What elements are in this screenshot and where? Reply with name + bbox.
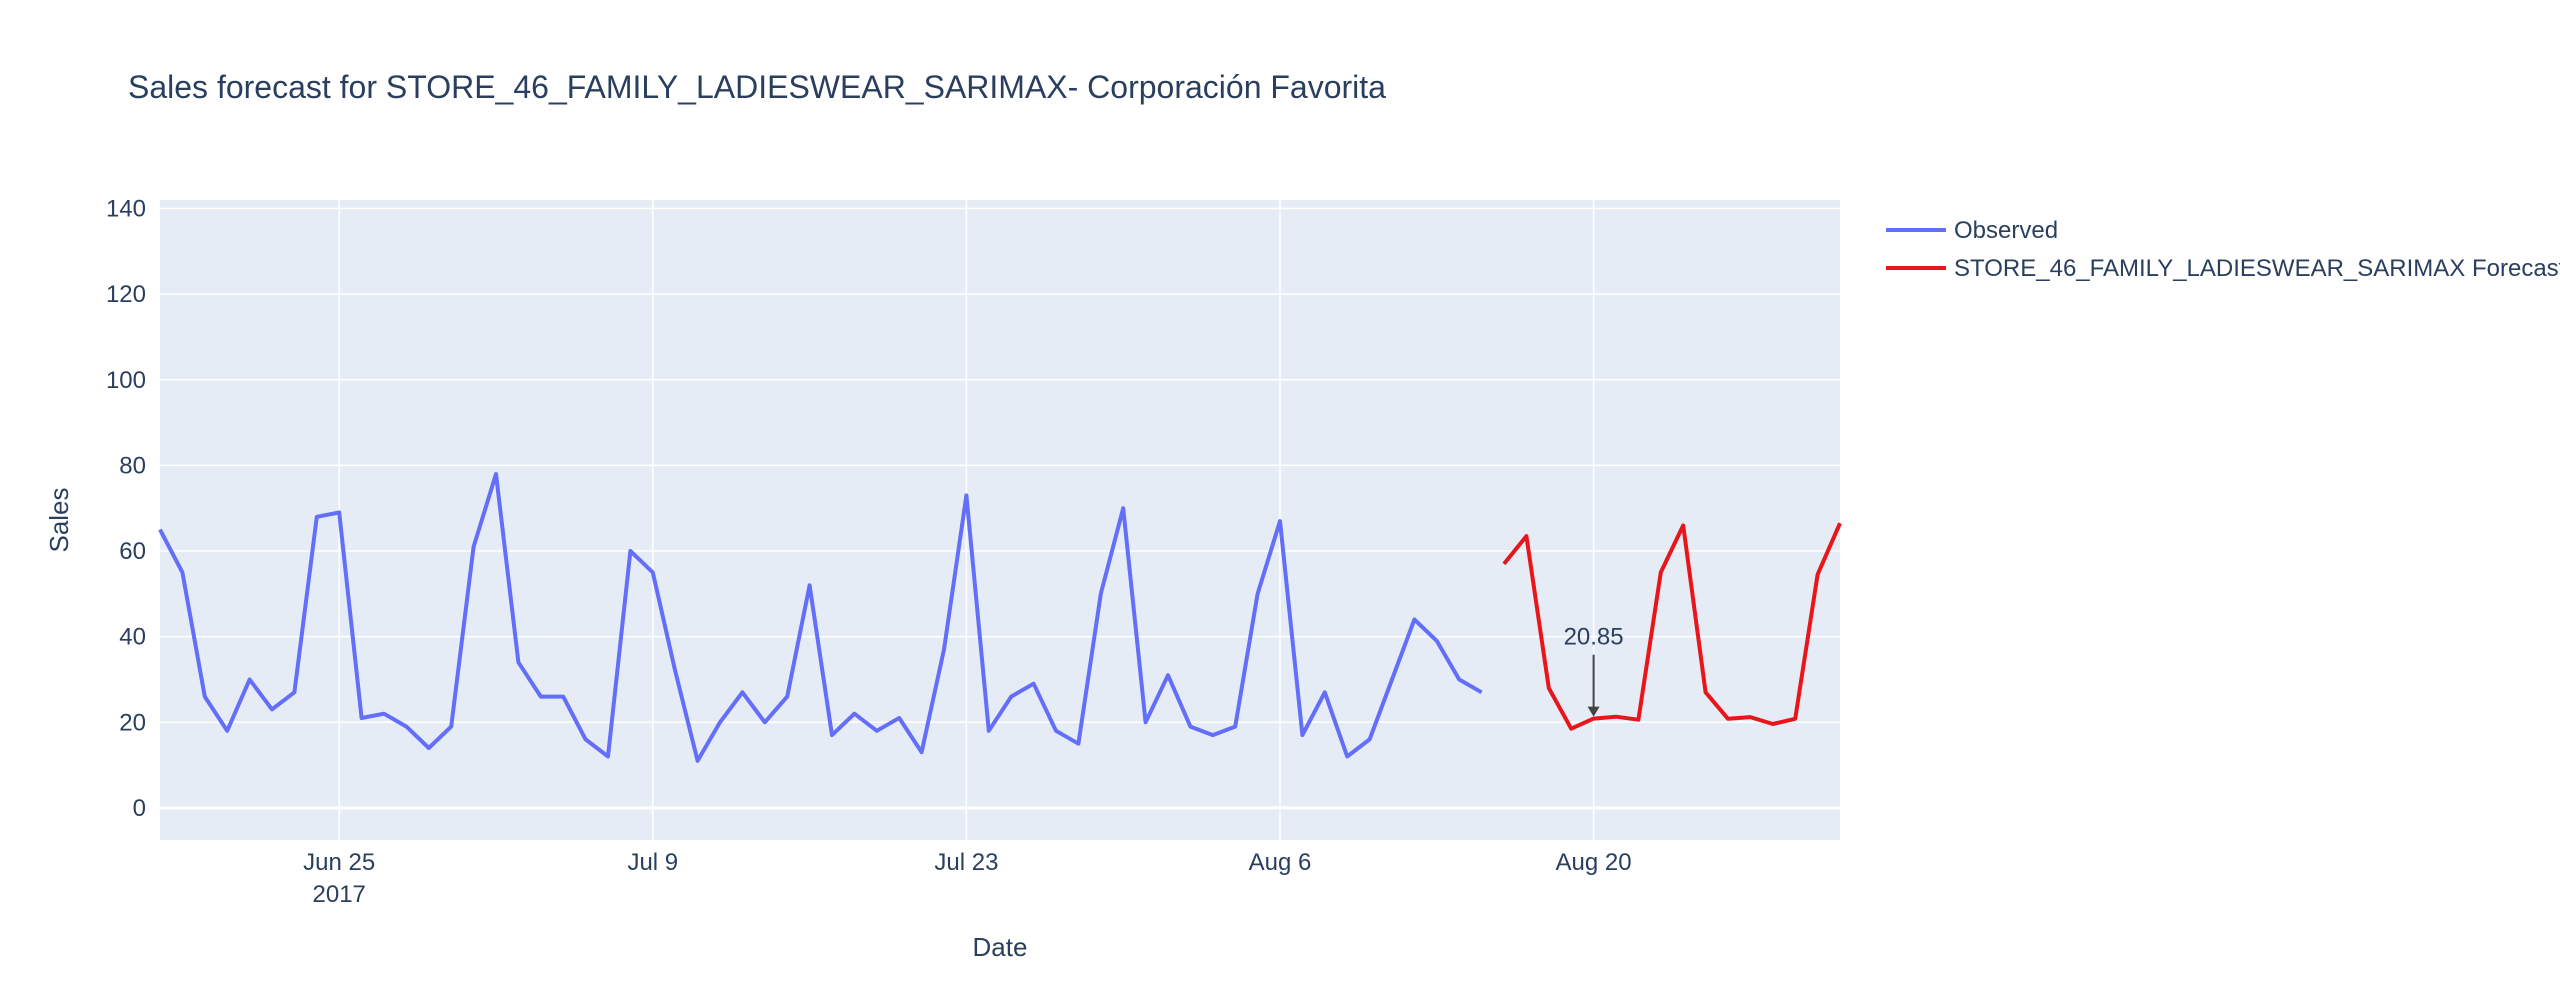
legend[interactable]: Observed STORE_46_FAMILY_LADIESWEAR_SARIM… [1886, 217, 2560, 282]
y-tick-label: 120 [106, 281, 146, 308]
plot-area [160, 200, 1840, 840]
y-axis-title: Sales [44, 487, 74, 552]
gridlines [160, 200, 1840, 840]
x-tick-label: Aug 6 [1249, 849, 1312, 876]
x-tick-label: Jul 9 [627, 849, 678, 876]
y-tick-label: 60 [119, 538, 146, 565]
legend-label: Observed [1954, 217, 2058, 244]
legend-item[interactable]: Observed [1886, 217, 2058, 244]
y-tick-label: 80 [119, 452, 146, 479]
y-tick-label: 140 [106, 196, 146, 223]
y-tick-label: 20 [119, 709, 146, 736]
annotation-label: 20.85 [1564, 624, 1624, 651]
y-tick-label: 100 [106, 367, 146, 394]
x-tick-label: Jun 25 [303, 849, 375, 876]
legend-item[interactable]: STORE_46_FAMILY_LADIESWEAR_SARIMAX Forec… [1886, 255, 2560, 282]
axes: 0 20 40 60 80 100 120 140 Jun 25 2017 Jul 9 Jul 23 A… [106, 196, 1632, 908]
x-axis-title: Date [973, 932, 1028, 962]
annotations: 20.85 [1564, 624, 1624, 717]
series-line-1 [1502, 522, 1842, 731]
series-lines [158, 472, 1842, 763]
y-tick-label: 0 [133, 795, 146, 822]
x-tick-sublabel: 2017 [313, 881, 366, 908]
x-tick-label: Jul 23 [934, 849, 998, 876]
legend-label: STORE_46_FAMILY_LADIESWEAR_SARIMAX Forec… [1954, 255, 2560, 282]
chart-title: Sales forecast for STORE_46_FAMILY_LADIE… [128, 69, 1386, 105]
y-tick-label: 40 [119, 624, 146, 651]
x-tick-label: Aug 20 [1556, 849, 1632, 876]
annotation-arrowhead [1587, 706, 1600, 717]
series-line-0 [158, 472, 1483, 763]
